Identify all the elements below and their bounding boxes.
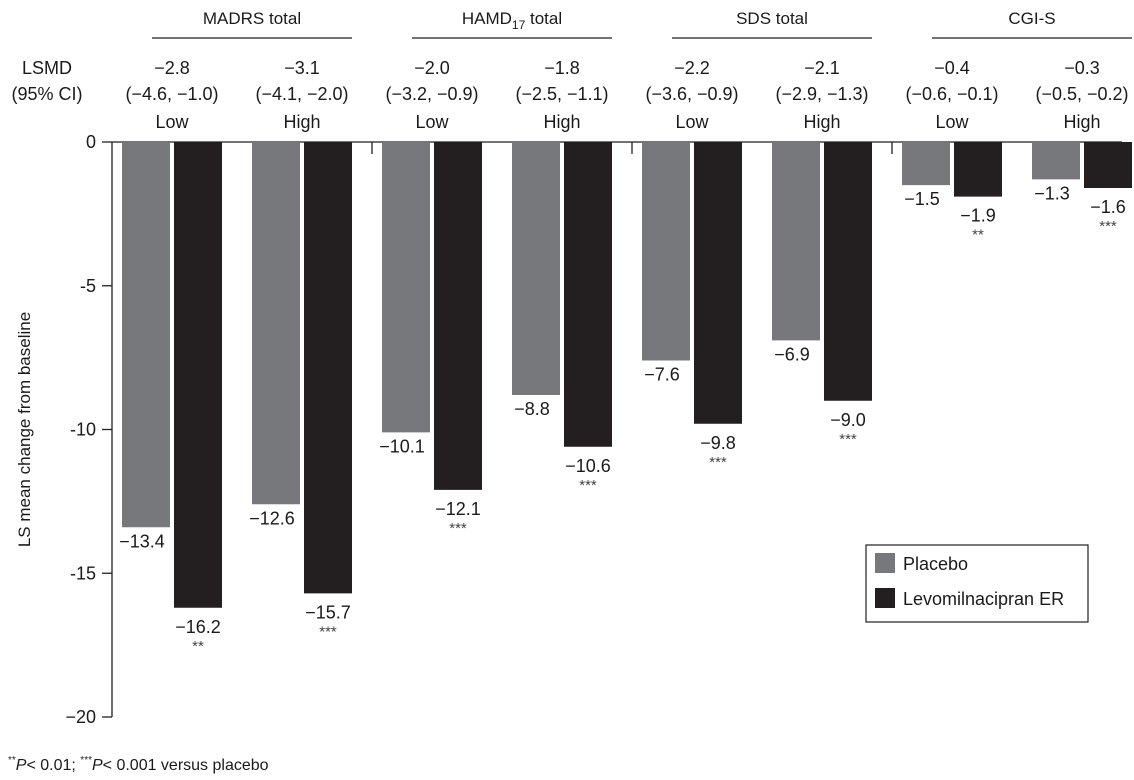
lsmd-value: −2.0 bbox=[414, 58, 450, 78]
footnote-p1: P bbox=[16, 757, 27, 774]
drug-value-label: −16.2 bbox=[175, 617, 221, 637]
legend-swatch-placebo bbox=[875, 553, 895, 573]
lsmd-ci: (−0.5, −0.2) bbox=[1035, 84, 1128, 104]
subgroup-label: High bbox=[543, 112, 580, 132]
significance-marker: *** bbox=[319, 623, 337, 640]
placebo-value-label: −6.9 bbox=[774, 344, 810, 364]
bars bbox=[122, 142, 1132, 608]
placebo-value-label: −8.8 bbox=[514, 399, 550, 419]
legend-label-placebo: Placebo bbox=[903, 554, 968, 574]
group-title: SDS total bbox=[736, 9, 808, 28]
legend-box bbox=[865, 544, 1089, 623]
placebo-bar bbox=[252, 142, 300, 505]
drug-value-label: −15.7 bbox=[305, 602, 351, 622]
group-title-text: SDS total bbox=[736, 9, 808, 28]
placebo-bar bbox=[1032, 142, 1080, 180]
lsmd-value: −0.4 bbox=[934, 58, 970, 78]
subgroup-label: Low bbox=[415, 112, 449, 132]
significance-marker: *** bbox=[1099, 218, 1117, 235]
chart-header: LSMD (95% CI) MADRS total −2.8 (−4.6, −1.0… bbox=[11, 9, 1132, 132]
placebo-value-label: −10.1 bbox=[379, 436, 425, 456]
drug-value-label: −1.9 bbox=[960, 206, 996, 226]
lsmd-value: −2.8 bbox=[154, 58, 190, 78]
footnote-p2: P bbox=[92, 757, 103, 774]
y-tick-label: −20 bbox=[65, 707, 96, 727]
subgroup-label: High bbox=[283, 112, 320, 132]
drug-bar bbox=[1084, 142, 1132, 188]
subgroup-label: High bbox=[1063, 112, 1100, 132]
group-title: MADRS total bbox=[203, 9, 301, 28]
drug-bar bbox=[694, 142, 742, 424]
drug-bar bbox=[824, 142, 872, 401]
y-tick-label: -10 bbox=[70, 420, 96, 440]
significance-marker: *** bbox=[449, 520, 467, 537]
group-title-text: HAMD bbox=[462, 9, 512, 28]
footnote-text1: < 0.01; bbox=[26, 757, 80, 774]
drug-bar bbox=[174, 142, 222, 608]
lsmd-value: −3.1 bbox=[284, 58, 320, 78]
legend: Placebo Levomilnacipran ER bbox=[865, 544, 1089, 623]
legend-label-drug: Levomilnacipran ER bbox=[903, 589, 1064, 609]
placebo-value-label: −1.5 bbox=[904, 189, 940, 209]
lsmd-value: −1.8 bbox=[544, 58, 580, 78]
placebo-value-label: −1.3 bbox=[1034, 183, 1070, 203]
lsmd-header: LSMD bbox=[22, 58, 72, 78]
drug-bar bbox=[304, 142, 352, 594]
placebo-bar bbox=[122, 142, 170, 528]
significance-marker: ** bbox=[972, 227, 984, 244]
footnote: **P< 0.01; ***P< 0.001 versus placebo bbox=[8, 755, 269, 774]
placebo-bar bbox=[382, 142, 430, 433]
lsmd-value: −2.2 bbox=[674, 58, 710, 78]
drug-bar bbox=[564, 142, 612, 447]
group-title-suffix: total bbox=[525, 9, 562, 28]
ci-header: (95% CI) bbox=[11, 84, 82, 104]
group-title-subscript: 17 bbox=[512, 18, 526, 32]
lsmd-value: −2.1 bbox=[804, 58, 840, 78]
subgroup-label: High bbox=[803, 112, 840, 132]
drug-value-label: −1.6 bbox=[1090, 197, 1126, 217]
legend-swatch-drug bbox=[875, 588, 895, 608]
drug-bar bbox=[434, 142, 482, 490]
drug-value-label: −12.1 bbox=[435, 499, 481, 519]
placebo-value-label: −13.4 bbox=[119, 531, 165, 551]
group-title-text: MADRS total bbox=[203, 9, 301, 28]
footnote-text2: < 0.001 versus placebo bbox=[103, 757, 269, 774]
significance-marker: *** bbox=[709, 454, 727, 471]
y-tick-label: -15 bbox=[70, 563, 96, 583]
y-tick-label: 0 bbox=[86, 132, 96, 152]
group-title: HAMD17 total bbox=[462, 9, 562, 32]
placebo-bar bbox=[902, 142, 950, 186]
placebo-bar bbox=[512, 142, 560, 395]
drug-value-label: −9.0 bbox=[830, 410, 866, 430]
placebo-value-label: −7.6 bbox=[644, 365, 680, 385]
placebo-bar bbox=[642, 142, 690, 361]
group-title-text: CGI-S bbox=[1008, 9, 1055, 28]
y-axis-title: LS mean change from baseline bbox=[15, 312, 34, 547]
lsmd-ci: (−3.2, −0.9) bbox=[385, 84, 478, 104]
footnote-sig2: ** bbox=[8, 755, 16, 766]
lsmd-value: −0.3 bbox=[1064, 58, 1100, 78]
drug-value-label: −9.8 bbox=[700, 433, 736, 453]
significance-marker: *** bbox=[839, 431, 857, 448]
subgroup-label: Low bbox=[675, 112, 709, 132]
drug-bar bbox=[954, 142, 1002, 197]
lsmd-ci: (−4.6, −1.0) bbox=[125, 84, 218, 104]
drug-value-label: −10.6 bbox=[565, 456, 611, 476]
subgroup-label: Low bbox=[155, 112, 189, 132]
footnote-sig3: *** bbox=[80, 755, 92, 766]
lsmd-ci: (−3.6, −0.9) bbox=[645, 84, 738, 104]
lsmd-ci: (−2.9, −1.3) bbox=[775, 84, 868, 104]
lsmd-ci: (−0.6, −0.1) bbox=[905, 84, 998, 104]
y-tick-label: -5 bbox=[80, 276, 96, 296]
value-labels: −13.4−16.2**−12.6−15.7***−10.1−12.1***−8… bbox=[119, 183, 1126, 654]
significance-marker: ** bbox=[192, 638, 204, 655]
lsmd-ci: (−4.1, −2.0) bbox=[255, 84, 348, 104]
significance-marker: *** bbox=[579, 477, 597, 494]
placebo-bar bbox=[772, 142, 820, 341]
lsmd-ci: (−2.5, −1.1) bbox=[515, 84, 608, 104]
group-title: CGI-S bbox=[1008, 9, 1055, 28]
placebo-value-label: −12.6 bbox=[249, 508, 295, 528]
subgroup-label: Low bbox=[935, 112, 969, 132]
